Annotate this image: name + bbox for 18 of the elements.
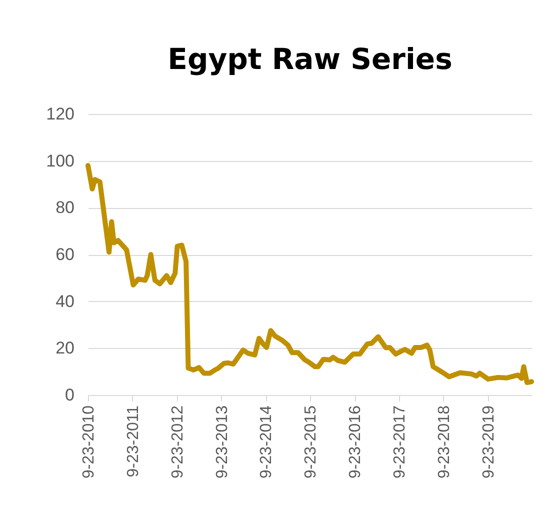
y-tick-label: 40 xyxy=(56,292,74,311)
x-tick-label: 9-23-2012 xyxy=(169,405,186,478)
y-tick-label: 20 xyxy=(56,338,74,358)
x-tick-label: 9-23-2014 xyxy=(258,405,276,478)
x-tick-label: 9-23-2010 xyxy=(80,405,98,478)
x-tick-label: 9-23-2017 xyxy=(392,405,409,478)
x-tick-label: 9-23-2019 xyxy=(480,405,498,478)
x-tick-label: 9-23-2015 xyxy=(302,405,320,478)
y-tick-label: 100 xyxy=(46,151,74,170)
chart-title: Egypt Raw Series xyxy=(168,42,452,76)
y-tick-label: 60 xyxy=(56,245,74,264)
x-tick-label: 9-23-2013 xyxy=(214,405,231,478)
x-tick-label: 9-23-2018 xyxy=(436,405,453,478)
x-tick-label: 9-23-2016 xyxy=(347,405,364,478)
x-tick-label: 9-23-2011 xyxy=(124,405,142,478)
y-tick-label: 120 xyxy=(46,104,74,124)
y-tick-label: 0 xyxy=(65,386,74,404)
y-tick-label: 80 xyxy=(56,198,74,218)
